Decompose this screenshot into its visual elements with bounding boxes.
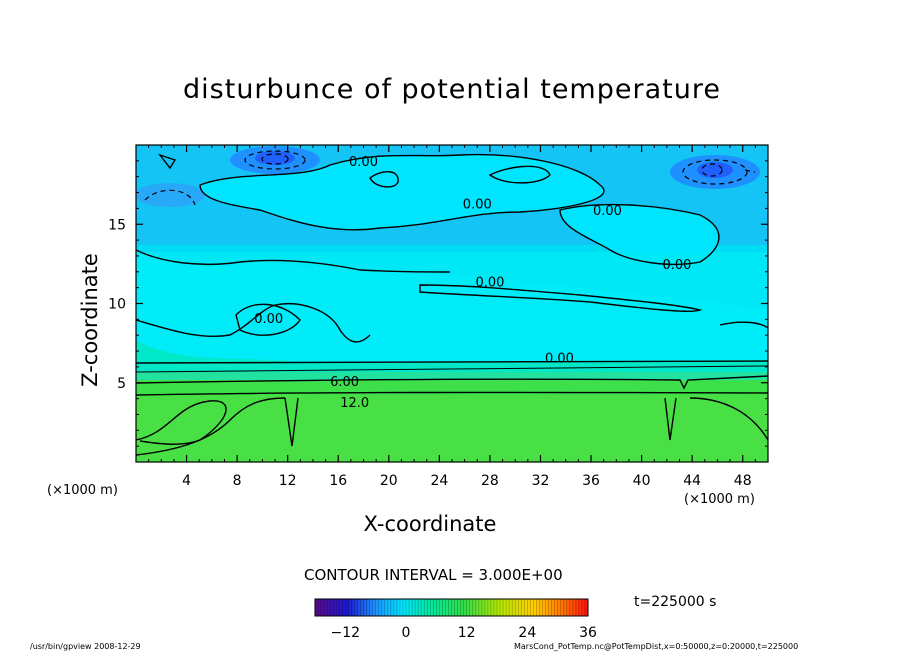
contour-label: 0.00 [254,312,283,327]
x-unit-left: (×1000 m) [47,483,118,498]
contour-line [158,153,177,170]
colorbar-tick-label: −12 [331,625,361,641]
colorbar-tick-label: 36 [579,625,597,641]
x-tick-label: 40 [633,473,651,489]
contour-label: 6.00 [330,375,359,390]
lower-layer-core [136,395,768,462]
contour-line [284,397,299,447]
cold-core [255,151,295,165]
x-axis-label: X-coordinate [363,512,497,536]
contour-line [664,397,677,441]
negative-contour [261,153,289,165]
negative-contour [701,163,723,177]
contour-line [369,171,399,188]
negative-contour [244,150,306,170]
footer-left: /usr/bin/gpview 2008-12-29 [30,642,141,651]
colorbar [314,598,589,617]
contour-label: 12.0 [340,396,369,411]
negative-contours [144,150,756,206]
negative-contour [144,189,196,206]
contour-label: 0.00 [663,258,692,273]
y-axis-label-wrap: Z-coordinate [58,253,118,387]
contour-line [136,391,768,396]
chart-title: disturbunce of potential temperature [183,74,721,105]
colorbar-tick-label: 24 [518,625,536,641]
y-tick-label: 5 [117,376,126,392]
x-tick-label: 20 [380,473,398,489]
cold-pocket [136,183,205,207]
contour-line [689,397,768,441]
x-tick-label: 28 [481,473,499,489]
x-tick-label: 24 [430,473,448,489]
transition-band-2 [136,372,768,382]
contour-label: 0.00 [463,198,492,213]
contour-line [136,375,768,390]
mid-band-inner [136,250,768,372]
warm-patch [560,204,719,265]
x-tick-label: 8 [233,473,242,489]
y-axis-ticks: 5 10 15 [108,160,768,447]
x-tick-label: 36 [582,473,600,489]
contour-line [136,249,451,273]
cold-core [697,162,733,178]
colorbar-stripes [314,599,589,616]
contour-line [488,165,551,184]
contour-interval: CONTOUR INTERVAL = 3.000E+00 [304,566,563,584]
colorbar-ticks: −12 0 12 24 36 [331,625,597,641]
negative-contour [744,169,756,173]
x-tick-label: 32 [532,473,550,489]
x-tick-label: 12 [279,473,297,489]
contour-line [419,284,703,312]
contour-line [719,321,768,329]
warm-patch [200,154,604,230]
contour-line [199,153,605,231]
x-axis-ticks: 4 8 12 16 20 24 28 32 36 40 44 48 [148,145,756,489]
x-unit-right: (×1000 m) [684,492,755,507]
contour-line [136,400,227,445]
x-tick-label: 48 [734,473,752,489]
contour-label: 0.00 [475,275,504,290]
y-axis-label: Z-coordinate [78,253,102,387]
contour-line [235,303,301,336]
colorbar-tick-label: 12 [458,625,476,641]
x-tick-label: 4 [182,473,191,489]
negative-contour [682,159,748,185]
y-tick-label: 10 [108,297,126,313]
contour-line [136,360,768,364]
contour-label: 0.00 [349,155,378,170]
contour-label: 0.00 [593,204,622,219]
time-label: t=225000 s [634,594,717,610]
x-tick-label: 16 [329,473,347,489]
footer-right: MarsCond_PotTemp.nc@PotTempDist,x=0:5000… [514,642,799,651]
contour-label: 0.00 [545,351,574,366]
contour-line [559,203,720,266]
y-tick-label: 15 [108,217,126,233]
contour-line [136,397,286,456]
x-tick-label: 44 [683,473,701,489]
colorbar-tick-label: 0 [402,625,411,641]
contour-labels: 0.00 0.00 0.00 0.00 0.00 0.00 0.00 6.00 12.0 [254,155,691,411]
